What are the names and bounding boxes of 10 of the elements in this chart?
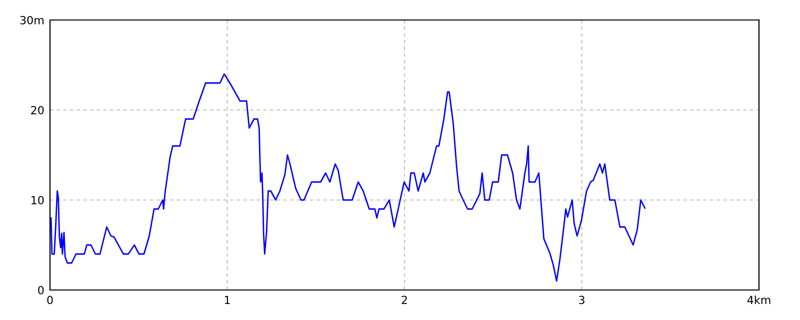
x-tick-label: 3 [579, 296, 584, 304]
x-tick-label: 0 [47, 296, 53, 304]
x-tick-label: 2 [402, 296, 407, 304]
line-series [50, 73, 646, 282]
x-tick-label: 4km [747, 296, 770, 304]
y-tick-label: 10 [32, 196, 44, 204]
y-tick-label: 30m [20, 16, 44, 24]
y-tick-label: 20 [31, 106, 44, 114]
y-tick-label: 0 [38, 286, 44, 294]
x-tick-label: 1 [224, 296, 230, 304]
